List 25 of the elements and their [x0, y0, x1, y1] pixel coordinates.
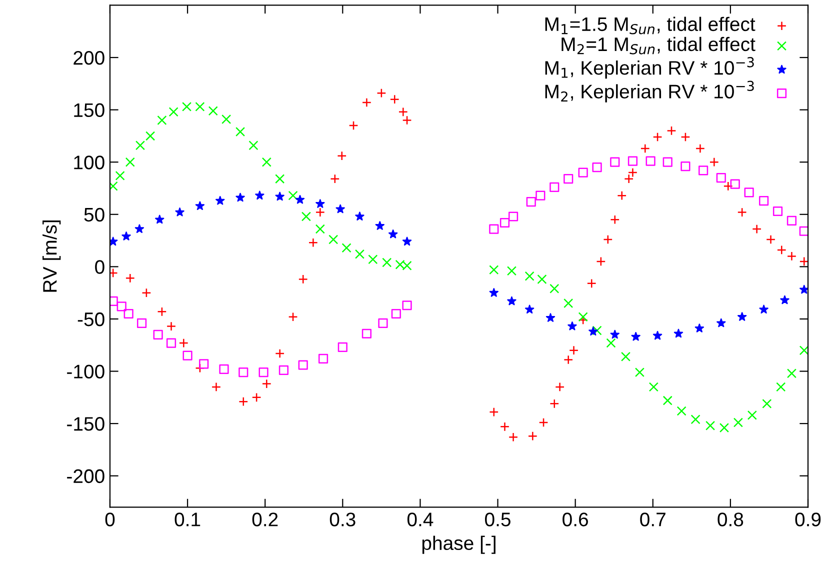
x-tick-label: 0.1	[174, 512, 200, 526]
x-tick-label: 0.9	[795, 512, 821, 526]
y-tick-label: -200	[67, 469, 104, 484]
y-tick-label: -150	[67, 417, 104, 431]
legend-label: M$_{1}$=1.5 M$_{Sun}$, tidal effect	[545, 16, 756, 34]
y-tick-label: -50	[78, 312, 104, 326]
x-tick-label: 0.8	[718, 512, 744, 526]
y-tick-label: -100	[67, 364, 104, 378]
x-axis-title: phase [-]	[422, 536, 496, 554]
y-tick-label: 200	[74, 50, 104, 65]
legend-label: M$_{2}$, Keplerian RV * 10$^{−3}$	[545, 80, 754, 102]
x-tick-label: 0.5	[485, 512, 510, 526]
x-tick-label: 0.6	[562, 512, 588, 526]
y-tick-label: 50	[84, 208, 104, 222]
y-tick-label: 100	[74, 156, 104, 170]
y-axis-title: RV [m/s]	[42, 220, 61, 292]
y-tick-label: 150	[74, 103, 104, 118]
x-tick-label: 0.7	[640, 512, 666, 526]
x-tick-label: 0.3	[330, 512, 356, 526]
x-tick-label: 0.2	[252, 512, 278, 526]
x-tick-label: 0	[105, 512, 115, 526]
y-tick-label: 0	[95, 260, 104, 274]
legend-label: M$_{1}$, Keplerian RV * 10$^{−3}$	[545, 57, 754, 79]
legend-label: M$_{2}$=1 M$_{Sun}$, tidal effect	[562, 36, 756, 54]
x-tick-label: 0.4	[407, 512, 434, 526]
